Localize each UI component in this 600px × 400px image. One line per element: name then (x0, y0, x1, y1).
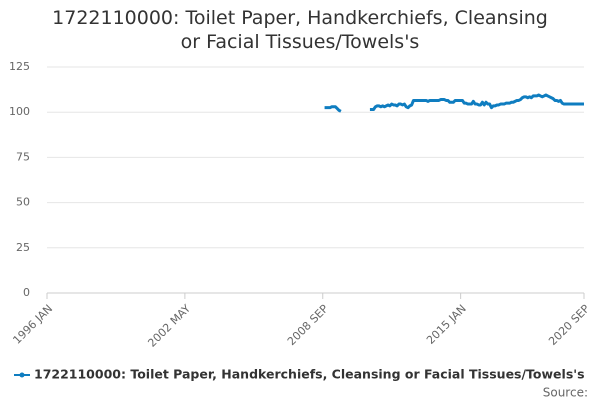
legend-label: 1722110000: Toilet Paper, Handkerchiefs,… (34, 367, 585, 382)
y-tick-label: 0 (23, 286, 30, 299)
legend-swatch-dot (19, 372, 25, 378)
y-tick-label: 25 (16, 241, 30, 254)
x-tick-label: 2020 SEP (546, 302, 592, 348)
x-tick-label: 2002 MAY (145, 302, 193, 350)
y-tick-label: 100 (9, 105, 30, 118)
data-line (324, 93, 584, 113)
x-tick-label: 2015 JAN (424, 302, 469, 347)
y-tick-label: 50 (16, 196, 30, 209)
source: Source: (543, 386, 588, 400)
chart-title: 1722110000: Toilet Paper, Handkerchiefs,… (52, 7, 548, 53)
y-tick-label: 125 (9, 60, 30, 73)
y-tick-label: 75 (16, 150, 30, 163)
x-tick-label: 2008 SEP (285, 302, 331, 348)
x-tick-label: 1996 JAN (10, 302, 55, 347)
